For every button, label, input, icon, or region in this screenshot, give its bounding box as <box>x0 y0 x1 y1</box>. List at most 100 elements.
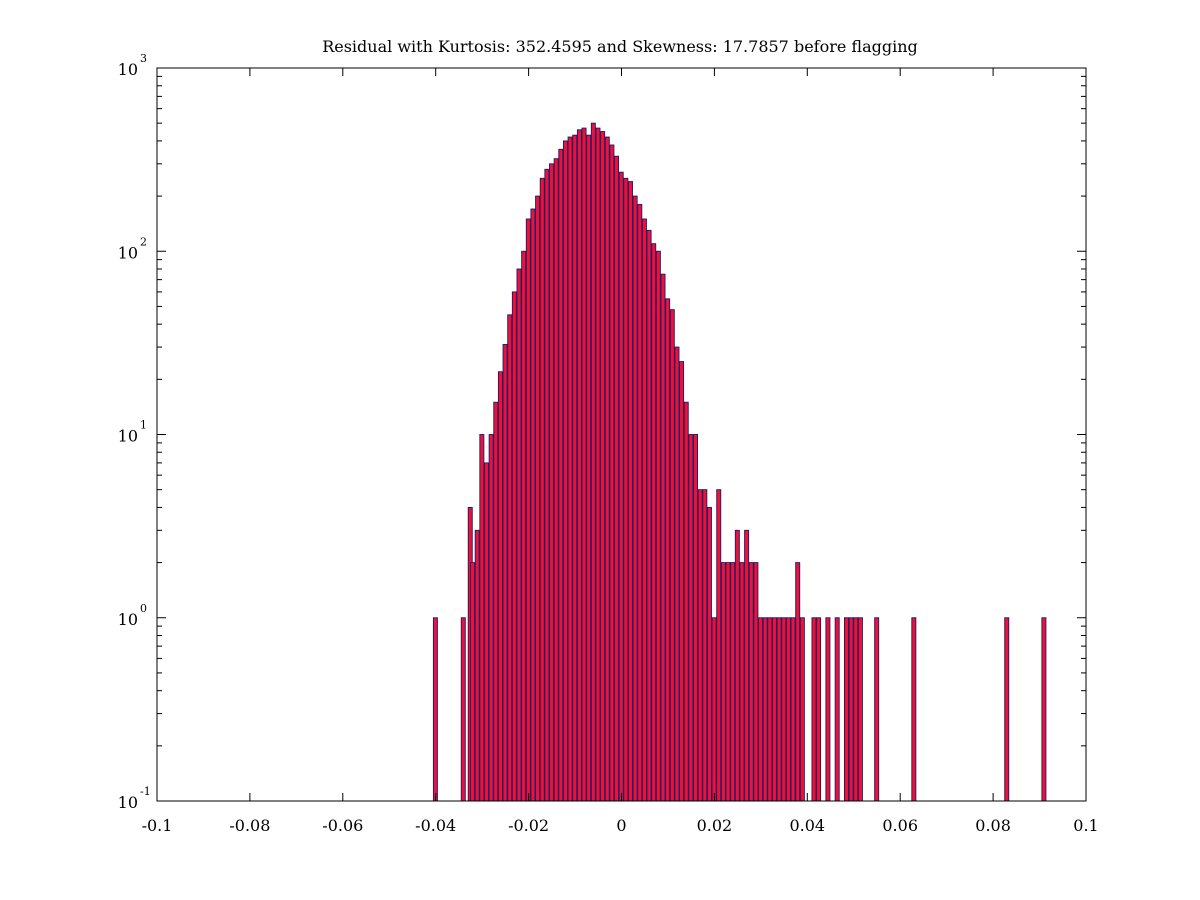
histogram-bar <box>744 529 750 802</box>
histogram-bar <box>600 131 606 802</box>
histogram-bar <box>795 562 801 802</box>
histogram-bar <box>748 562 754 802</box>
histogram-bar <box>688 434 694 802</box>
histogram-bar <box>567 136 573 802</box>
histogram-bar <box>572 134 578 802</box>
x-tick-label: 0 <box>616 816 626 835</box>
histogram-bar <box>614 155 620 802</box>
y-tick-exponent: -1 <box>140 785 151 798</box>
histogram-bar <box>604 136 610 802</box>
histogram-bar <box>734 529 740 802</box>
histogram-bar <box>790 617 796 802</box>
histogram-bar <box>474 529 480 802</box>
x-tick-label: 0.1 <box>1073 816 1098 835</box>
histogram-bar <box>853 617 859 802</box>
histogram-bar <box>911 617 917 802</box>
x-tick-label: 0.08 <box>975 816 1011 835</box>
histogram-bar <box>848 617 854 802</box>
y-tick-exponent: 2 <box>140 235 147 248</box>
histogram-bar <box>539 177 545 802</box>
histogram-bar <box>697 489 703 802</box>
histogram-bar <box>660 273 666 802</box>
histogram-bar <box>785 617 791 802</box>
histogram-bar <box>646 229 652 802</box>
chart-title: Residual with Kurtosis: 352.4595 and Ske… <box>322 37 918 56</box>
histogram-bar <box>590 122 596 802</box>
histogram-bar <box>641 218 647 802</box>
histogram-bar <box>525 218 531 802</box>
histogram-bar <box>493 401 499 802</box>
histogram-bar <box>711 617 717 802</box>
histogram-bar <box>655 250 661 802</box>
bars-group <box>432 122 1047 802</box>
histogram-bar <box>530 208 536 802</box>
histogram-bar <box>521 250 527 802</box>
histogram-bar <box>844 617 849 802</box>
histogram-bar <box>479 434 485 802</box>
histogram-bar <box>497 371 503 802</box>
histogram-bar <box>816 617 822 802</box>
x-tick-label: 0.06 <box>882 816 918 835</box>
y-tick-exponent: 0 <box>140 602 147 615</box>
histogram-bar <box>595 127 601 802</box>
histogram-bar <box>706 506 712 802</box>
x-tick-label: -0.1 <box>142 816 173 835</box>
x-tick-label: -0.08 <box>229 816 270 835</box>
x-tick-label: -0.02 <box>508 816 549 835</box>
histogram-bar <box>762 617 768 802</box>
histogram-bar <box>581 127 587 802</box>
histogram-bar <box>484 462 489 802</box>
histogram-bar <box>716 489 722 802</box>
histogram-bar <box>758 617 764 802</box>
histogram-bar <box>576 129 582 802</box>
x-tick-label: -0.04 <box>415 816 456 835</box>
x-tick-label: 0.02 <box>697 816 733 835</box>
histogram-bar <box>725 562 731 802</box>
histogram-bar <box>674 346 680 802</box>
histogram-bar <box>679 361 685 802</box>
histogram-bar <box>623 177 629 802</box>
histogram-bar <box>507 314 513 802</box>
histogram-bar <box>683 401 689 802</box>
histogram-bar <box>516 268 522 802</box>
histogram-bar <box>767 617 773 802</box>
histogram-bar <box>739 562 745 802</box>
histogram-bar <box>511 291 517 802</box>
x-tick-label: -0.06 <box>322 816 363 835</box>
x-axis: -0.1 -0.08 -0.06 -0.04 -0.02 0 0.02 0.04 0.06 0.0… <box>142 68 1099 835</box>
y-tick-label: 10 <box>118 610 138 629</box>
histogram-bar <box>470 562 476 802</box>
histogram-bar <box>857 617 863 802</box>
y-tick-exponent: 3 <box>140 52 147 65</box>
histogram-bar <box>553 158 559 802</box>
histogram-bar <box>549 163 555 802</box>
histogram-bar <box>702 489 708 802</box>
histogram-bar <box>432 617 438 802</box>
histogram-bar <box>753 562 759 802</box>
histogram-bar <box>628 181 633 802</box>
histogram-bar <box>720 562 726 802</box>
histogram-bar <box>825 617 831 802</box>
y-tick-label: 10 <box>118 427 138 446</box>
histogram-bar <box>460 617 466 802</box>
histogram-bar <box>693 434 699 802</box>
histogram-bar <box>618 171 624 802</box>
histogram-bar <box>502 344 508 802</box>
y-tick-label: 10 <box>118 60 138 79</box>
histogram-bar <box>811 617 817 802</box>
histogram-bar <box>586 134 592 802</box>
histogram-bar <box>781 617 787 802</box>
histogram-bar <box>776 617 782 802</box>
histogram-bar <box>637 204 643 802</box>
histogram-bar <box>772 617 777 802</box>
x-tick-label: 0.04 <box>789 816 825 835</box>
histogram-bar <box>834 617 840 802</box>
histogram-bar <box>535 195 541 802</box>
histogram-bar <box>1004 617 1010 802</box>
histogram-bar <box>1041 617 1047 802</box>
histogram-bar <box>558 148 564 802</box>
histogram-bar <box>632 195 638 802</box>
histogram-bar <box>562 140 568 802</box>
